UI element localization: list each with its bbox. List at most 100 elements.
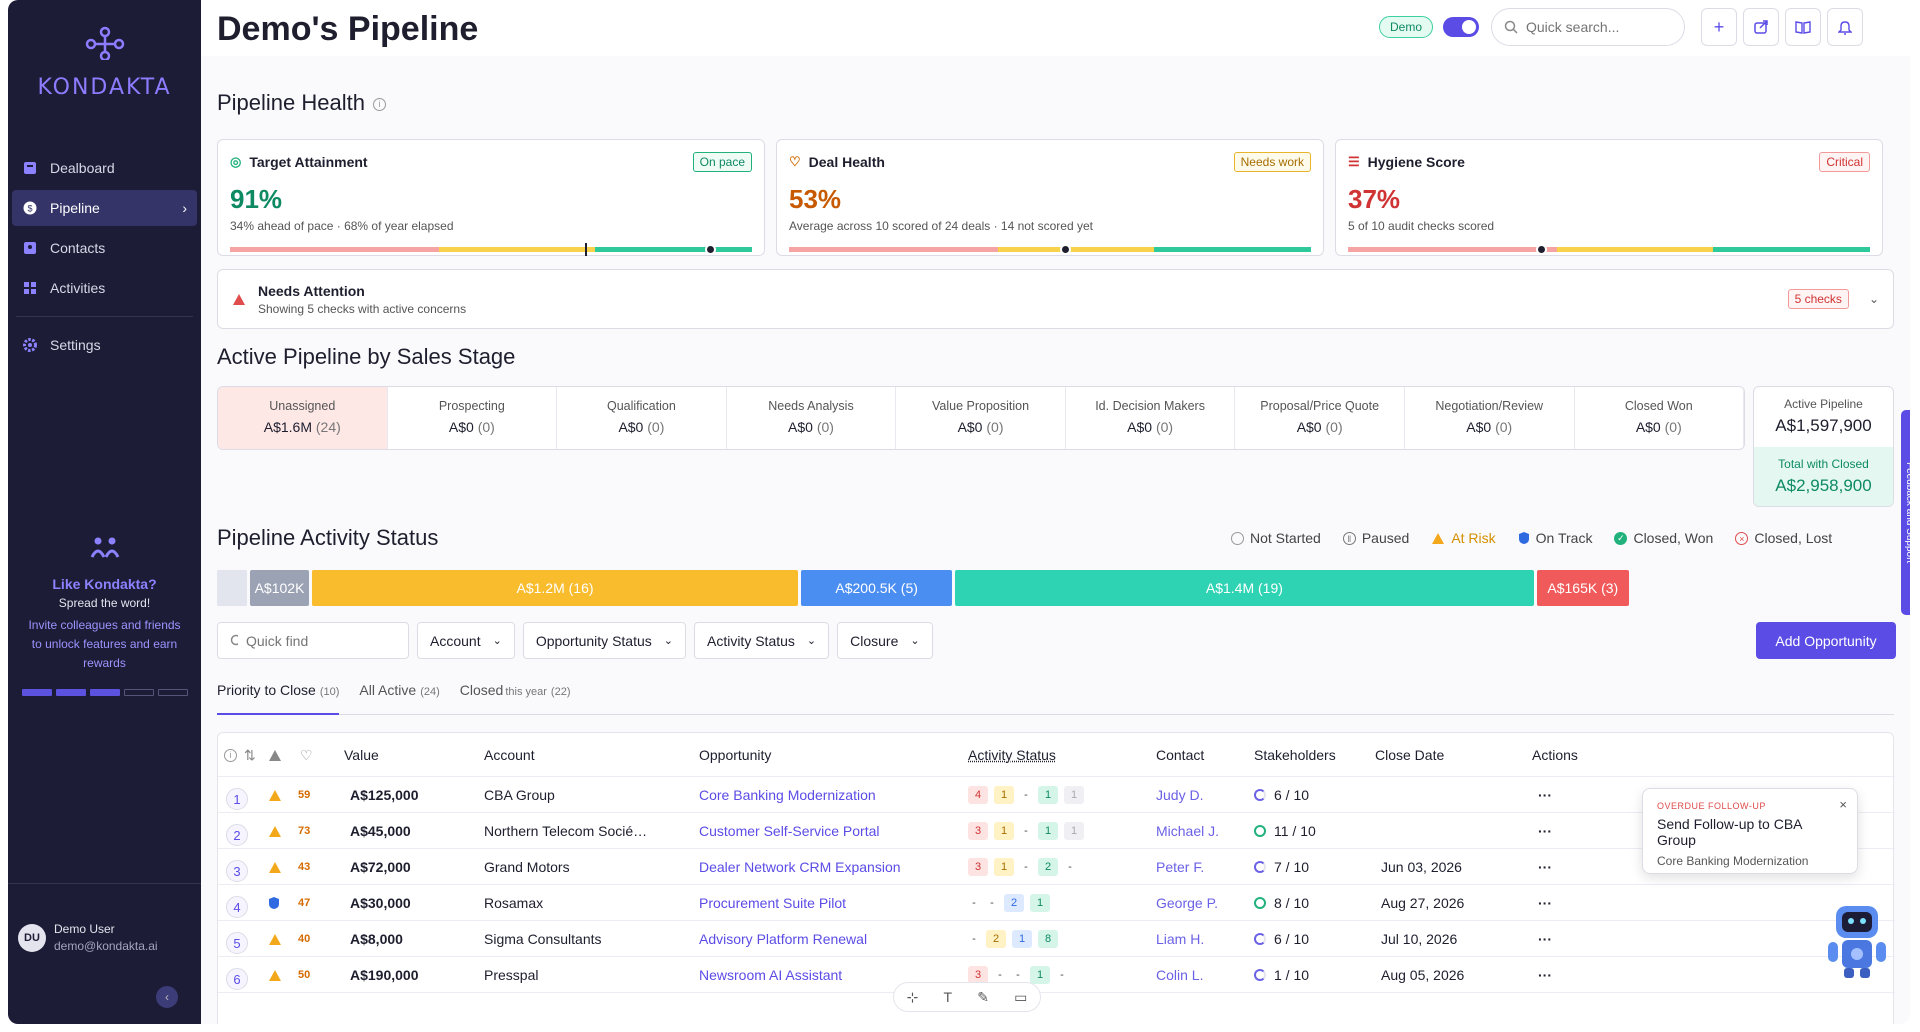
account-name[interactable]: Northern Telecom Socié… (484, 823, 648, 839)
column-header-close-date[interactable]: Close Date (1375, 747, 1445, 763)
stage-6[interactable]: Proposal/Price Quote A$0 (0) (1235, 387, 1405, 449)
text-tool-icon[interactable]: T (943, 989, 953, 1005)
activity-segment-1[interactable]: A$102K (250, 570, 309, 606)
activity-segment-0[interactable] (217, 570, 248, 606)
collapse-sidebar-button[interactable]: ‹ (156, 986, 178, 1008)
column-header-activity-status[interactable]: Activity Status (968, 747, 1056, 763)
stage-3[interactable]: Needs Analysis A$0 (0) (727, 387, 897, 449)
activity-chip[interactable]: 2 (1004, 894, 1024, 912)
activity-chip[interactable]: 1 (1038, 822, 1058, 840)
contact-link[interactable]: George P. (1156, 895, 1219, 911)
account-name[interactable]: Sigma Consultants (484, 931, 602, 947)
more-actions-icon[interactable]: ··· (1538, 823, 1552, 839)
stakeholders-cell[interactable]: 8 / 10 (1254, 885, 1309, 921)
legend-paused[interactable]: ‖ Paused (1342, 530, 1409, 546)
activity-chip[interactable]: 1 (994, 822, 1014, 840)
activity-chip[interactable]: 2 (1038, 858, 1058, 876)
table-row[interactable]: 1 59 A$125,000 CBA Group Core Banking Mo… (218, 777, 1895, 813)
stage-5[interactable]: Id. Decision Makers A$0 (0) (1066, 387, 1236, 449)
stage-4[interactable]: Value Proposition A$0 (0) (896, 387, 1066, 449)
add-opportunity-button[interactable]: Add Opportunity (1756, 622, 1896, 659)
stakeholders-cell[interactable]: 11 / 10 (1254, 813, 1316, 849)
sidebar-item-settings[interactable]: Settings (12, 327, 197, 363)
stakeholders-cell[interactable]: 6 / 10 (1254, 777, 1309, 813)
stage-7[interactable]: Negotiation/Review A$0 (0) (1405, 387, 1575, 449)
activity-chip[interactable]: 1 (1030, 894, 1050, 912)
opportunity-link[interactable]: Newsroom AI Assistant (699, 967, 843, 983)
contact-link[interactable]: Colin L. (1156, 967, 1204, 983)
account-name[interactable]: Presspal (484, 967, 539, 983)
table-row[interactable]: 4 47 A$30,000 Rosamax Procurement Suite … (218, 885, 1895, 921)
activity-chip[interactable]: - (1060, 969, 1064, 981)
search-input[interactable] (1526, 19, 1666, 35)
sidebar-item-pipeline[interactable]: $ Pipeline › (12, 190, 197, 226)
contact-link[interactable]: Liam H. (1156, 931, 1205, 947)
activity-chip[interactable]: 1 (1012, 930, 1032, 948)
add-button[interactable]: + (1701, 8, 1737, 46)
activity-segment-3[interactable]: A$200.5K (5) (801, 570, 953, 606)
logo[interactable]: KONDAKTA (8, 26, 201, 100)
close-icon[interactable]: × (1839, 797, 1847, 812)
stakeholders-cell[interactable]: 7 / 10 (1254, 849, 1309, 885)
notifications-button[interactable] (1827, 8, 1863, 46)
stage-1[interactable]: Prospecting A$0 (0) (388, 387, 558, 449)
activity-chip[interactable]: - (1068, 861, 1072, 873)
info-icon[interactable]: i (224, 733, 237, 777)
share-button[interactable] (1743, 8, 1779, 46)
opportunity-link[interactable]: Core Banking Modernization (699, 787, 876, 803)
select-tool-icon[interactable]: ⊹ (906, 988, 919, 1005)
activity-chip[interactable]: 1 (994, 786, 1014, 804)
activity-chip[interactable]: - (998, 969, 1002, 981)
more-actions-icon[interactable]: ··· (1538, 967, 1552, 983)
overdue-followup-popover[interactable]: × OVERDUE FOLLOW-UP Send Follow-up to CB… (1642, 788, 1858, 874)
quick-find-input[interactable] (246, 632, 396, 649)
stage-2[interactable]: Qualification A$0 (0) (557, 387, 727, 449)
column-header-account[interactable]: Account (484, 747, 535, 763)
feedback-tab[interactable]: Feedback and Support (1901, 410, 1910, 615)
risk-column-icon[interactable] (268, 733, 282, 777)
quick-search[interactable] (1491, 8, 1685, 46)
stage-0[interactable]: Unassigned A$1.6M (24) (218, 387, 388, 449)
opportunity-link[interactable]: Procurement Suite Pilot (699, 895, 847, 911)
activity-chip[interactable]: 3 (968, 858, 988, 876)
table-row[interactable]: 5 40 A$8,000 Sigma Consultants Advisory … (218, 921, 1895, 957)
stage-8[interactable]: Closed Won A$0 (0) (1575, 387, 1744, 449)
more-actions-icon[interactable]: ··· (1538, 931, 1552, 947)
contact-link[interactable]: Michael J. (1156, 823, 1220, 839)
activity-segment-5[interactable]: A$165K (3) (1536, 570, 1629, 606)
column-header-opportunity[interactable]: Opportunity (699, 747, 772, 763)
opportunity-status-filter[interactable]: Opportunity Status ⌄ (522, 622, 686, 659)
sort-icon[interactable]: ⇅ (244, 746, 256, 763)
activity-chip[interactable]: - (1016, 969, 1020, 981)
activity-chip[interactable]: - (1024, 789, 1028, 801)
promo-description[interactable]: Invite colleagues and friends to unlock … (28, 618, 181, 670)
account-name[interactable]: Grand Motors (484, 859, 570, 875)
activity-chip[interactable]: 1 (1030, 966, 1050, 984)
legend-closed-lost[interactable]: × Closed, Lost (1735, 530, 1832, 546)
quick-find[interactable] (217, 622, 409, 659)
activity-chip[interactable]: 1 (1064, 786, 1084, 804)
sidebar-item-dealboard[interactable]: Dealboard (12, 150, 197, 186)
legend-not-started[interactable]: Not Started (1231, 530, 1321, 546)
activity-chip[interactable]: 1 (1064, 822, 1084, 840)
activity-chip[interactable]: - (1024, 825, 1028, 837)
opportunity-link[interactable]: Advisory Platform Renewal (699, 931, 868, 947)
health-column-icon[interactable]: ♡ (300, 746, 313, 763)
activity-status-filter[interactable]: Activity Status ⌄ (693, 622, 830, 659)
table-row[interactable]: 2 73 A$45,000 Northern Telecom Socié… Cu… (218, 813, 1895, 849)
chevron-down-icon[interactable]: ⌄ (1868, 292, 1879, 306)
user-profile[interactable]: DU Demo User demo@kondakta.ai (8, 883, 201, 953)
more-actions-icon[interactable]: ··· (1538, 787, 1552, 803)
opportunity-link[interactable]: Customer Self-Service Portal (699, 823, 880, 839)
activity-chip[interactable]: - (972, 897, 976, 909)
activity-chip[interactable]: - (1024, 861, 1028, 873)
column-header-contact[interactable]: Contact (1156, 747, 1205, 763)
table-row[interactable]: 6 50 A$190,000 Presspal Newsroom AI Assi… (218, 957, 1895, 993)
column-header-stakeholders[interactable]: Stakeholders (1254, 747, 1336, 763)
activity-chip[interactable]: 3 (968, 822, 988, 840)
activity-chip[interactable]: 1 (1038, 786, 1058, 804)
activity-chip[interactable]: 4 (968, 786, 988, 804)
tab-priority-to-close[interactable]: Priority to Close (10) (217, 680, 340, 715)
demo-toggle[interactable] (1443, 17, 1479, 37)
closure-filter[interactable]: Closure ⌄ (837, 622, 933, 659)
